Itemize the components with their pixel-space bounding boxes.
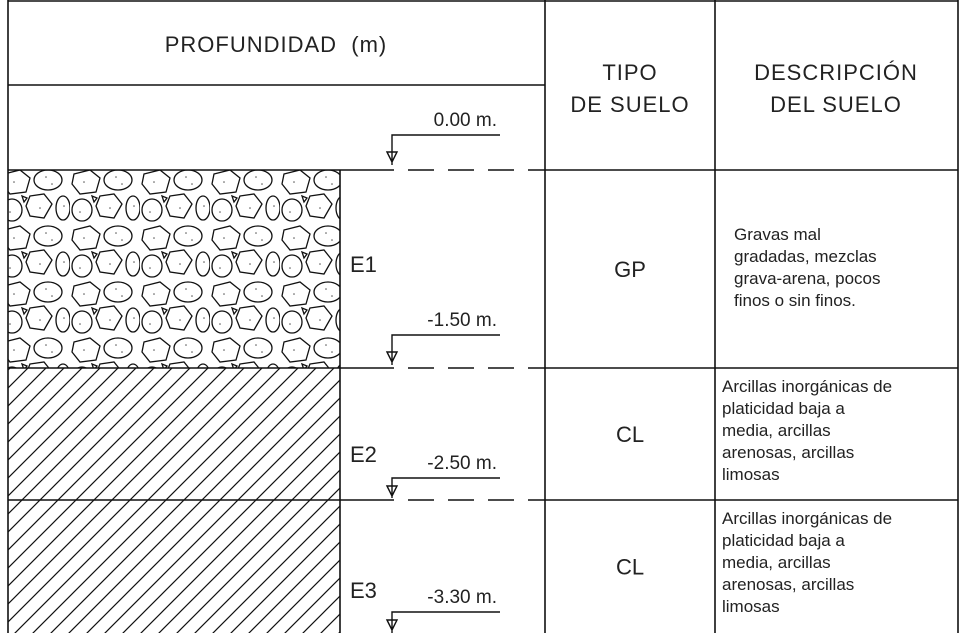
description-line: limosas bbox=[722, 465, 780, 484]
description-line: grava-arena, pocos bbox=[734, 269, 880, 288]
table-frame bbox=[7, 0, 959, 633]
soil-type: CL bbox=[616, 555, 644, 580]
description-line: platicidad baja a bbox=[722, 531, 845, 550]
description-line: media, arcillas bbox=[722, 421, 831, 440]
soil-type: CL bbox=[616, 422, 644, 447]
gravel-fill bbox=[8, 170, 340, 368]
description-line: media, arcillas bbox=[722, 553, 831, 572]
clay-fill bbox=[8, 368, 340, 500]
level-label: -2.50 m. bbox=[427, 453, 497, 474]
stratum-name: E3 bbox=[350, 578, 377, 603]
description-line: arenosas, arcillas bbox=[722, 443, 854, 462]
description-line: limosas bbox=[722, 597, 780, 616]
description-line: arenosas, arcillas bbox=[722, 575, 854, 594]
level-label: -3.30 m. bbox=[427, 587, 497, 608]
description-line: gradadas, mezclas bbox=[734, 247, 877, 266]
clay-fill bbox=[8, 500, 340, 633]
description-line: finos o sin finos. bbox=[734, 291, 856, 310]
description-line: Gravas mal bbox=[734, 225, 821, 244]
type-header: TIPO bbox=[602, 60, 657, 85]
stratum-name: E1 bbox=[350, 252, 377, 277]
level-label: 0.00 m. bbox=[434, 110, 497, 131]
description-line: platicidad baja a bbox=[722, 399, 845, 418]
description-header: DEL SUELO bbox=[770, 92, 902, 117]
soil-type: GP bbox=[614, 257, 646, 282]
type-header: DE SUELO bbox=[570, 92, 689, 117]
stratum-name: E2 bbox=[350, 442, 377, 467]
description-line: Arcillas inorgánicas de bbox=[722, 509, 892, 528]
depth-header: PROFUNDIDAD (m) bbox=[165, 32, 388, 57]
level-label: -1.50 m. bbox=[427, 310, 497, 331]
description-line: Arcillas inorgánicas de bbox=[722, 377, 892, 396]
description-header: DESCRIPCIÓN bbox=[754, 60, 918, 85]
